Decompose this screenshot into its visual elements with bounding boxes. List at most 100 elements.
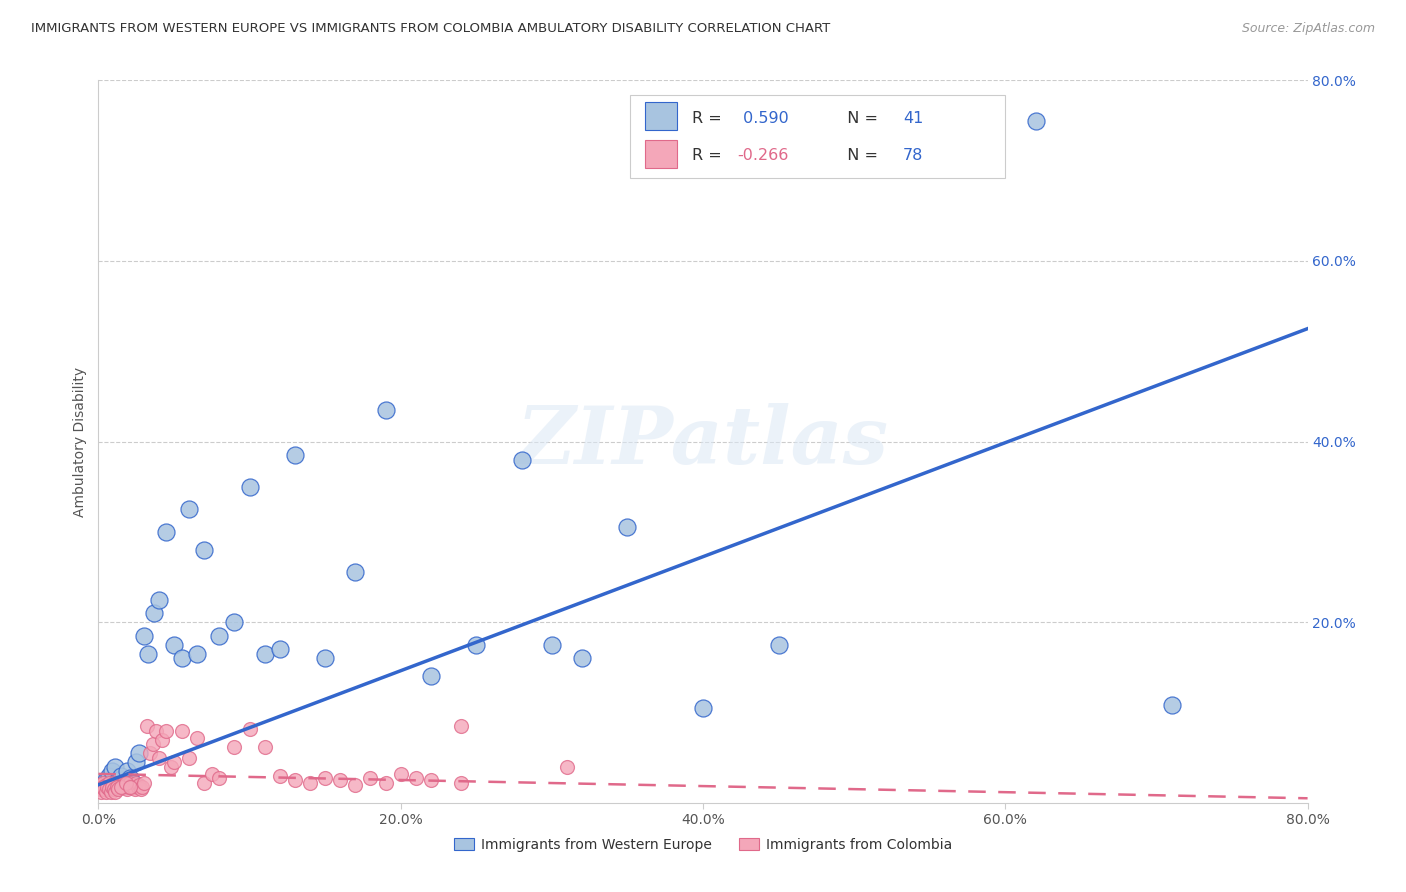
Point	[127, 780, 149, 794]
Point	[89, 782, 111, 797]
Point	[374, 776, 396, 790]
Point	[96, 780, 118, 794]
Point	[253, 647, 276, 661]
Text: Source: ZipAtlas.com: Source: ZipAtlas.com	[1241, 22, 1375, 36]
Text: 41: 41	[903, 112, 924, 127]
Point	[98, 782, 121, 797]
Point	[135, 719, 157, 733]
Point	[132, 776, 155, 790]
Point	[107, 776, 129, 790]
Point	[115, 764, 138, 779]
Point	[329, 773, 352, 788]
Point	[103, 776, 125, 790]
Text: ZIPatlas: ZIPatlas	[517, 403, 889, 480]
Point	[107, 782, 129, 797]
Point	[208, 771, 231, 785]
Point	[122, 780, 145, 794]
Text: N =: N =	[837, 148, 883, 163]
Point	[94, 785, 117, 799]
Point	[465, 638, 488, 652]
Point	[208, 629, 231, 643]
Point	[284, 448, 307, 462]
Text: R =: R =	[692, 112, 727, 127]
Point	[450, 719, 472, 733]
Point	[269, 769, 291, 783]
Point	[132, 629, 155, 643]
Point	[389, 767, 412, 781]
Point	[91, 776, 114, 790]
Point	[186, 731, 208, 745]
Text: R =: R =	[692, 148, 727, 163]
Point	[155, 723, 177, 738]
Point	[420, 669, 443, 683]
Point	[90, 785, 112, 799]
Point	[101, 780, 124, 794]
Point	[145, 723, 167, 738]
Point	[360, 771, 382, 785]
Point	[148, 750, 170, 764]
Text: 0.590: 0.590	[738, 112, 789, 127]
Point	[1024, 114, 1046, 128]
Point	[114, 778, 136, 792]
Point	[101, 780, 124, 794]
Legend: Immigrants from Western Europe, Immigrants from Colombia: Immigrants from Western Europe, Immigran…	[449, 832, 957, 857]
Point	[299, 776, 322, 790]
Point	[128, 778, 150, 792]
Point	[253, 739, 276, 754]
Text: 78: 78	[903, 148, 924, 163]
Point	[374, 403, 396, 417]
Point	[224, 739, 246, 754]
Text: IMMIGRANTS FROM WESTERN EUROPE VS IMMIGRANTS FROM COLOMBIA AMBULATORY DISABILITY: IMMIGRANTS FROM WESTERN EUROPE VS IMMIGR…	[31, 22, 830, 36]
Point	[100, 778, 122, 792]
Point	[112, 776, 135, 790]
Point	[96, 780, 118, 794]
Point	[112, 778, 135, 792]
Point	[136, 647, 159, 661]
Point	[148, 592, 170, 607]
Point	[115, 782, 138, 797]
Point	[128, 746, 150, 760]
Point	[344, 566, 367, 580]
Point	[118, 780, 141, 794]
Point	[692, 701, 714, 715]
Point	[163, 638, 186, 652]
Point	[179, 750, 201, 764]
Point	[186, 647, 208, 661]
Point	[93, 782, 115, 797]
FancyBboxPatch shape	[645, 103, 678, 129]
Point	[155, 524, 177, 539]
Point	[121, 778, 143, 792]
Point	[314, 651, 336, 665]
Point	[239, 722, 262, 736]
Point	[110, 778, 132, 792]
Point	[120, 771, 142, 785]
Point	[91, 780, 114, 794]
Point	[344, 778, 367, 792]
Point	[170, 651, 193, 665]
Point	[122, 776, 145, 790]
Point	[111, 780, 134, 794]
Point	[125, 776, 148, 790]
Point	[284, 773, 307, 788]
Point	[510, 452, 533, 467]
Point	[314, 771, 336, 785]
Point	[193, 776, 215, 790]
Point	[160, 760, 183, 774]
Point	[98, 769, 121, 783]
Point	[107, 773, 129, 788]
Text: N =: N =	[837, 112, 883, 127]
Point	[142, 737, 165, 751]
Point	[1160, 698, 1182, 713]
Point	[768, 638, 790, 652]
Point	[100, 785, 122, 799]
Point	[104, 778, 127, 792]
Point	[131, 780, 153, 794]
Point	[108, 780, 131, 794]
Point	[101, 764, 124, 779]
FancyBboxPatch shape	[630, 95, 1005, 178]
Text: -0.266: -0.266	[738, 148, 789, 163]
Point	[555, 760, 578, 774]
Point	[104, 760, 127, 774]
Point	[93, 780, 115, 794]
Point	[179, 502, 201, 516]
